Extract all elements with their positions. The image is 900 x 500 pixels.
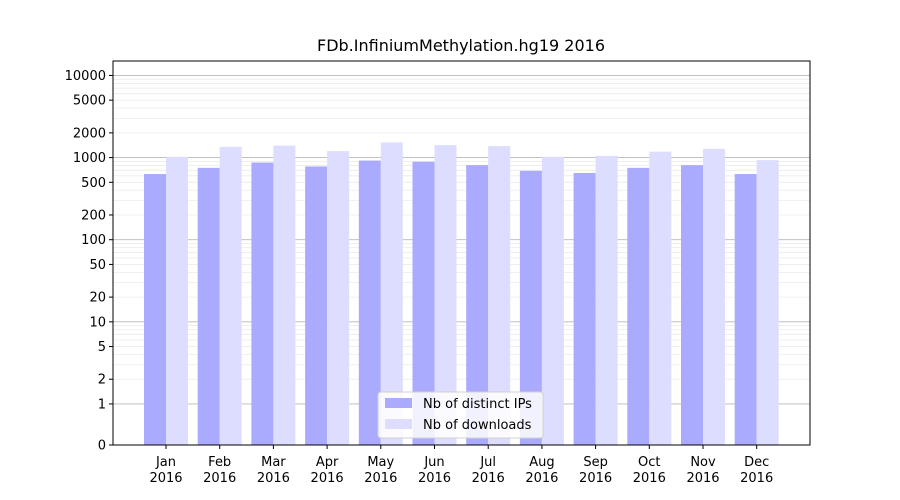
bar — [434, 145, 457, 445]
y-tick-label: 200 — [81, 208, 106, 223]
bar — [305, 166, 328, 445]
y-tick-label: 10 — [89, 315, 106, 330]
x-tick-label-month: Apr — [316, 455, 339, 470]
bars — [144, 142, 779, 446]
bar — [144, 174, 166, 445]
y-tick-label: 100 — [81, 233, 106, 248]
x-tick-label-year: 2016 — [203, 471, 236, 486]
x-tick-label-month: Jan — [155, 455, 176, 470]
bar — [358, 160, 381, 445]
y-tick-label: 5 — [98, 340, 106, 355]
x-tick-label-month: Nov — [690, 455, 716, 470]
bar — [251, 162, 274, 446]
y-tick-label: 0 — [98, 439, 106, 454]
bar — [380, 142, 403, 445]
x-tick-label-month: Sep — [583, 455, 608, 470]
bar — [541, 156, 564, 446]
y-tick-label: 2000 — [73, 126, 106, 141]
chart-title: FDb.InfiniumMethylation.hg19 2016 — [317, 36, 605, 55]
bar — [219, 146, 242, 445]
x-tick-label-year: 2016 — [149, 471, 182, 486]
y-tick-label: 5000 — [73, 94, 106, 109]
legend-swatch — [385, 398, 412, 408]
x-tick-label-year: 2016 — [579, 471, 612, 486]
x-tick-label-year: 2016 — [418, 471, 451, 486]
legend-box — [377, 391, 544, 439]
axes: 012510205010020050010002000500010000Jan2… — [65, 60, 811, 486]
x-tick-label-month: Feb — [208, 455, 231, 470]
legend-label: Nb of downloads — [423, 418, 532, 433]
y-tick-label: 500 — [81, 176, 106, 191]
bar — [197, 167, 220, 446]
x-tick-label-month: Oct — [638, 455, 660, 470]
x-tick-label-year: 2016 — [472, 471, 505, 486]
bar — [734, 174, 757, 445]
y-tick-label: 2 — [98, 373, 106, 388]
y-tick-label: 10000 — [65, 69, 106, 84]
bar — [488, 146, 511, 445]
x-tick-label-month: Aug — [529, 455, 554, 470]
legend-swatch — [385, 419, 412, 429]
y-tick-label: 1 — [98, 397, 106, 412]
bar — [519, 170, 542, 445]
x-tick-label-year: 2016 — [740, 471, 773, 486]
bar — [573, 172, 596, 446]
bar — [595, 155, 618, 445]
bar — [649, 151, 672, 445]
plot-frame — [112, 60, 811, 446]
x-tick-label-month: Dec — [744, 455, 769, 470]
x-tick-label-month: Jul — [479, 455, 496, 470]
x-tick-label-year: 2016 — [311, 471, 344, 486]
x-tick-label-year: 2016 — [257, 471, 290, 486]
x-tick-label-month: May — [367, 455, 394, 470]
bar — [412, 161, 435, 445]
legend-label: Nb of distinct IPs — [423, 397, 532, 412]
y-tick-label: 20 — [89, 291, 106, 306]
bar — [166, 156, 188, 446]
bar — [756, 160, 779, 445]
legend: Nb of distinct IPs Nb of downloads — [377, 391, 544, 439]
x-tick-label-year: 2016 — [633, 471, 666, 486]
y-tick-label: 50 — [89, 258, 106, 273]
x-tick-label-year: 2016 — [525, 471, 558, 486]
x-tick-label-month: Jun — [423, 455, 444, 470]
bar — [627, 167, 650, 446]
x-tick-label-year: 2016 — [364, 471, 397, 486]
x-tick-label-year: 2016 — [686, 471, 719, 486]
bar — [466, 165, 489, 446]
y-tick-label: 1000 — [73, 151, 106, 166]
bar — [327, 151, 350, 445]
bar — [703, 148, 725, 445]
bar — [273, 145, 296, 445]
x-tick-label-month: Mar — [261, 455, 286, 470]
bar — [681, 165, 703, 446]
